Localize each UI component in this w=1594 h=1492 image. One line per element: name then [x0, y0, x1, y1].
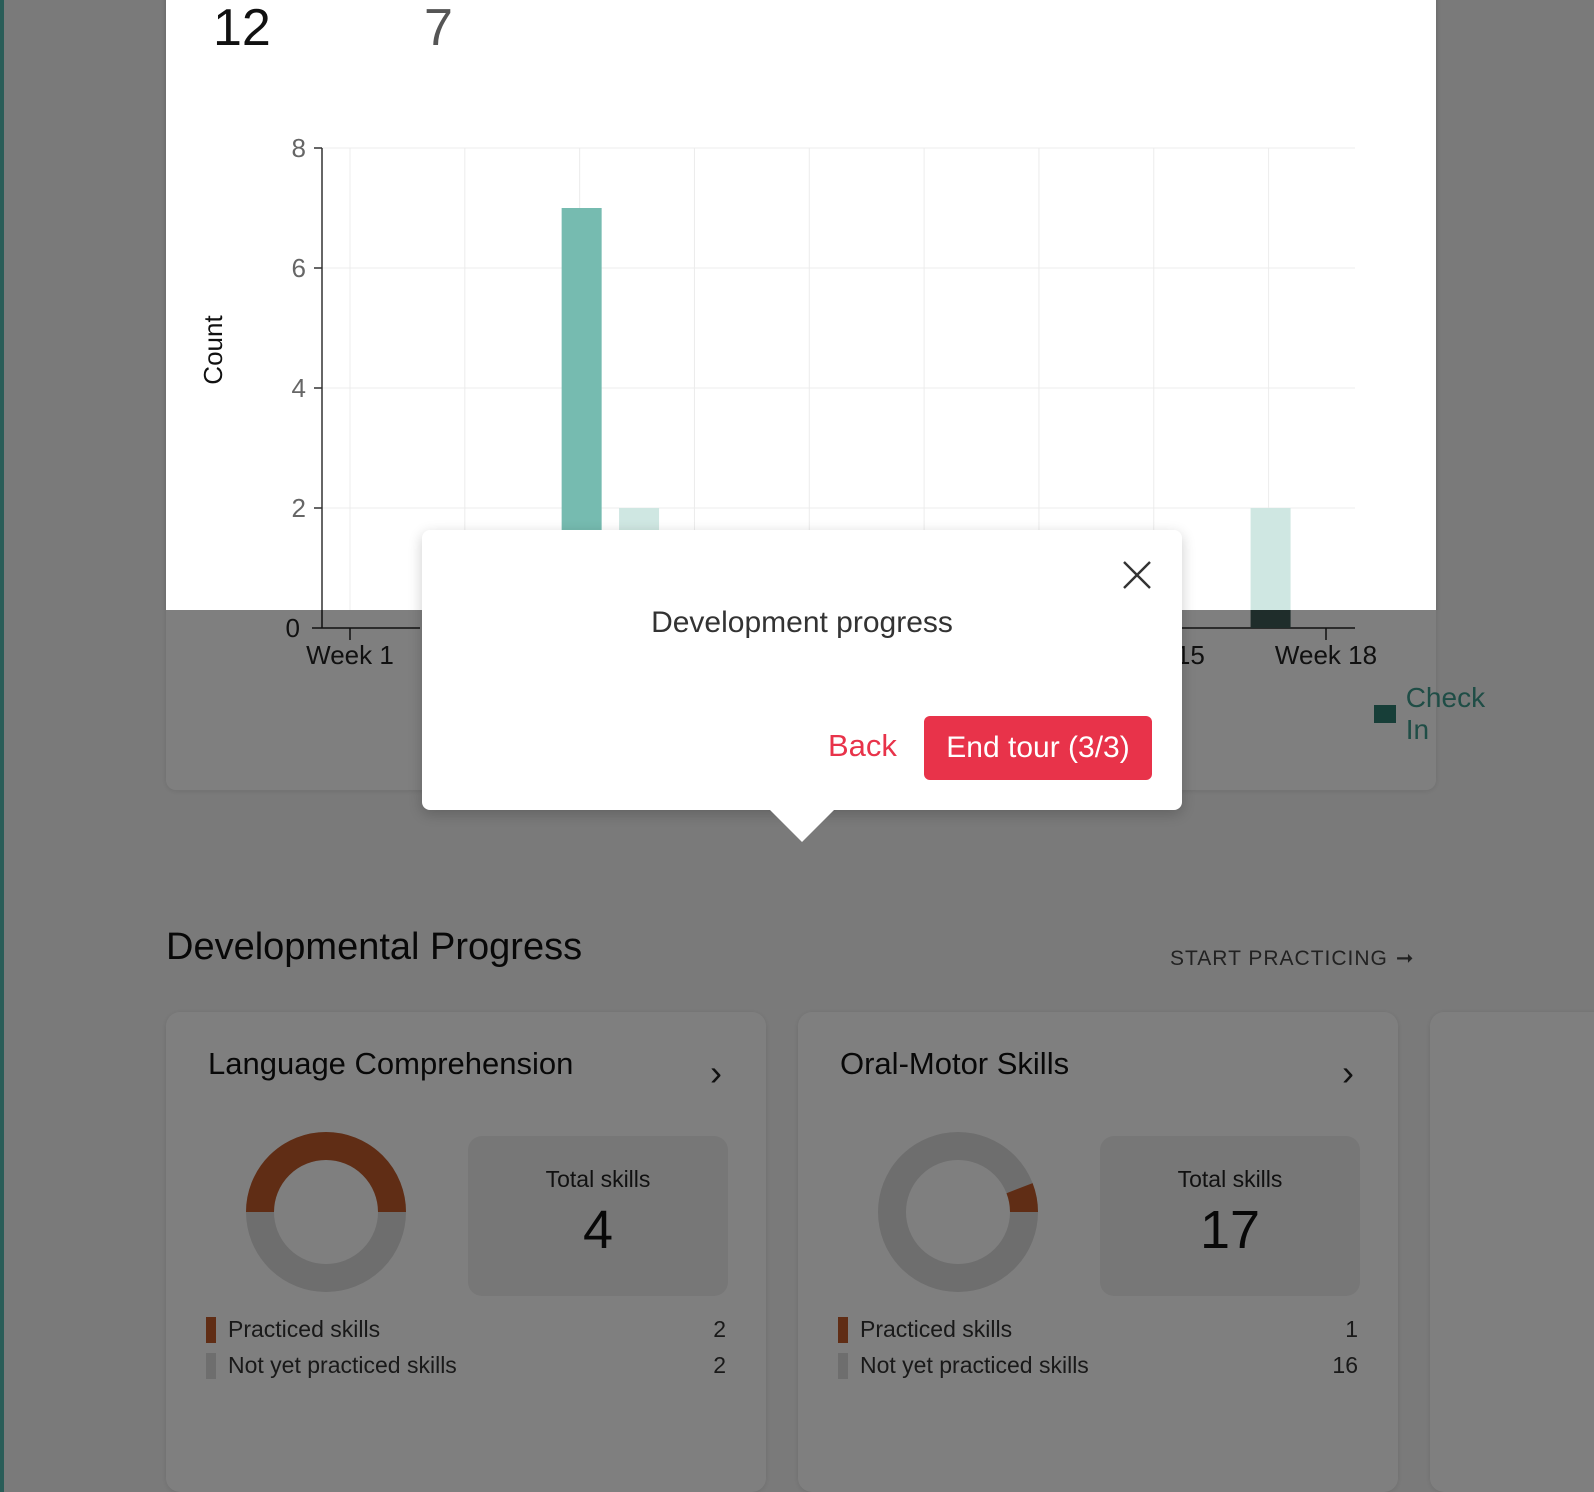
y-tick-label: 4 — [292, 373, 306, 403]
close-icon[interactable] — [1120, 558, 1154, 592]
y-tick-label: 8 — [292, 133, 306, 163]
y-tick-label: 6 — [292, 253, 306, 283]
end-tour-button[interactable]: End tour (3/3) — [924, 716, 1152, 780]
tour-title: Development progress — [651, 606, 953, 639]
tour-back-button[interactable]: Back — [828, 728, 897, 763]
y-tick-label: 2 — [292, 493, 306, 523]
activity-bar-chart: 02468Count — [198, 133, 1355, 610]
tour-spotlight: 12 7 02468Count — [146, 0, 1456, 610]
window-edge — [0, 0, 4, 1492]
bar — [1250, 508, 1291, 610]
tour-popover: Development progress Back End tour (3/3) — [422, 530, 1182, 842]
y-axis-label: Count — [198, 315, 228, 385]
stat-primary: 12 — [213, 0, 271, 57]
stat-secondary: 7 — [424, 0, 453, 57]
